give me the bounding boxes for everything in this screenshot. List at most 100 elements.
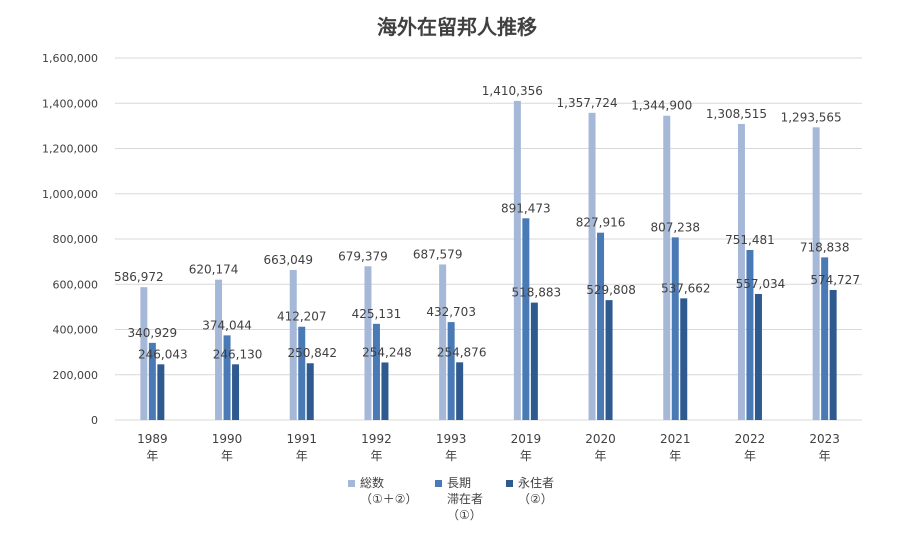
legend-swatch-2 [506, 480, 513, 487]
bar-0-1 [215, 279, 223, 420]
data-label: 751,481 [725, 233, 775, 247]
data-label: 254,876 [437, 345, 487, 359]
legend-label: （①） [447, 508, 482, 522]
x-tick-label: 1990 [212, 432, 243, 446]
bar-1-2 [298, 326, 306, 420]
y-tick-label: 200,000 [53, 369, 99, 382]
bar-2-8 [754, 293, 762, 420]
x-tick-label: 年 [744, 449, 756, 463]
data-label: 537,662 [661, 281, 711, 295]
bar-0-7 [663, 115, 671, 421]
x-tick-label: 年 [370, 449, 382, 463]
x-tick-label: 年 [221, 449, 233, 463]
data-label: 620,174 [189, 263, 239, 277]
data-label: 718,838 [800, 240, 850, 254]
y-tick-label: 1,200,000 [42, 143, 98, 156]
data-label: 246,043 [138, 347, 188, 361]
x-tick-label: 年 [595, 449, 607, 463]
x-axis: 1989 年 1990 年 1991 年 1992 年 1993 年 2019 年 2020 年 2021 年… [137, 432, 840, 463]
bar-0-6 [588, 112, 596, 420]
data-label: 891,473 [501, 201, 551, 215]
data-label: 827,916 [576, 216, 626, 230]
data-label: 1,344,900 [631, 99, 692, 113]
bar-2-3 [381, 362, 389, 420]
bar-0-5 [513, 100, 521, 420]
bar-1-0 [148, 342, 156, 420]
x-tick-label: 2021 [660, 432, 691, 446]
bar-1-4 [447, 322, 455, 420]
bar-2-0 [157, 364, 165, 420]
bar-1-7 [671, 237, 679, 420]
x-tick-label: 2023 [809, 432, 840, 446]
bar-2-4 [456, 362, 464, 420]
data-label: 687,579 [413, 247, 463, 261]
x-tick-label: 1992 [361, 432, 392, 446]
data-label: 254,248 [362, 345, 412, 359]
data-label: 1,410,356 [482, 84, 543, 98]
x-tick-label: 1993 [436, 432, 467, 446]
data-label: 557,034 [736, 277, 786, 291]
data-label: 679,379 [338, 249, 388, 263]
data-label: 574,727 [810, 273, 860, 287]
x-tick-label: 年 [669, 449, 681, 463]
x-tick-label: 2019 [511, 432, 542, 446]
data-label: 340,929 [128, 326, 178, 340]
bar-0-2 [289, 269, 297, 420]
x-tick-label: 年 [296, 449, 308, 463]
legend-label: 滞在者 [447, 492, 483, 506]
bar-0-4 [439, 264, 447, 420]
bar-1-9 [821, 257, 829, 420]
data-label: 807,238 [650, 220, 700, 234]
y-tick-label: 400,000 [53, 324, 99, 337]
data-label: 246,130 [213, 347, 263, 361]
data-label: 425,131 [352, 307, 402, 321]
bar-0-3 [364, 266, 372, 420]
x-tick-label: 年 [445, 449, 457, 463]
x-tick-label: 1989 [137, 432, 168, 446]
bar-2-7 [680, 298, 688, 420]
data-label: 412,207 [277, 310, 327, 324]
legend-label: 永住者 [518, 476, 554, 490]
bar-2-9 [829, 289, 837, 420]
x-tick-label: 2020 [585, 432, 616, 446]
legend-label: （①＋②） [360, 492, 418, 506]
bar-2-6 [605, 300, 613, 420]
data-label: 586,972 [114, 270, 164, 284]
bar-1-5 [522, 218, 530, 420]
x-tick-label: 年 [520, 449, 532, 463]
y-tick-label: 1,600,000 [42, 52, 98, 65]
data-labels: 586,972 620,174 663,049 679,379 687,579 1,410… [114, 84, 860, 361]
data-label: 432,703 [426, 305, 476, 319]
bar-2-1 [232, 364, 240, 420]
y-tick-label: 1,000,000 [42, 188, 98, 201]
data-label: 1,293,565 [781, 110, 842, 124]
x-tick-label: 年 [146, 449, 158, 463]
bars [140, 100, 837, 421]
data-label: 374,044 [202, 318, 252, 332]
grid-lines [115, 57, 862, 421]
y-tick-label: 800,000 [53, 233, 99, 246]
data-label: 1,357,724 [557, 96, 618, 110]
data-label: 250,842 [287, 346, 337, 360]
y-axis: 0 200,000 400,000 600,000 800,000 1,000,000 1,… [42, 52, 98, 427]
legend-label: 総数 [360, 475, 384, 490]
legend-swatch-0 [348, 480, 355, 487]
x-tick-label: 年 [819, 449, 831, 463]
bar-1-8 [746, 249, 754, 420]
x-tick-label: 1991 [286, 432, 317, 446]
chart-title: 海外在留邦人推移 [377, 15, 537, 39]
x-tick-label: 2022 [735, 432, 766, 446]
bar-0-9 [812, 127, 820, 420]
bar-2-2 [306, 363, 314, 420]
data-label: 529,808 [586, 283, 636, 297]
bar-1-6 [597, 232, 605, 420]
bar-0-8 [737, 123, 745, 420]
bar-1-1 [223, 335, 231, 420]
bar-1-3 [372, 323, 380, 420]
data-label: 663,049 [263, 253, 313, 267]
y-tick-label: 0 [91, 414, 98, 427]
legend-label: 長期 [447, 476, 471, 490]
bar-2-5 [530, 302, 538, 420]
data-label: 518,883 [512, 286, 562, 300]
